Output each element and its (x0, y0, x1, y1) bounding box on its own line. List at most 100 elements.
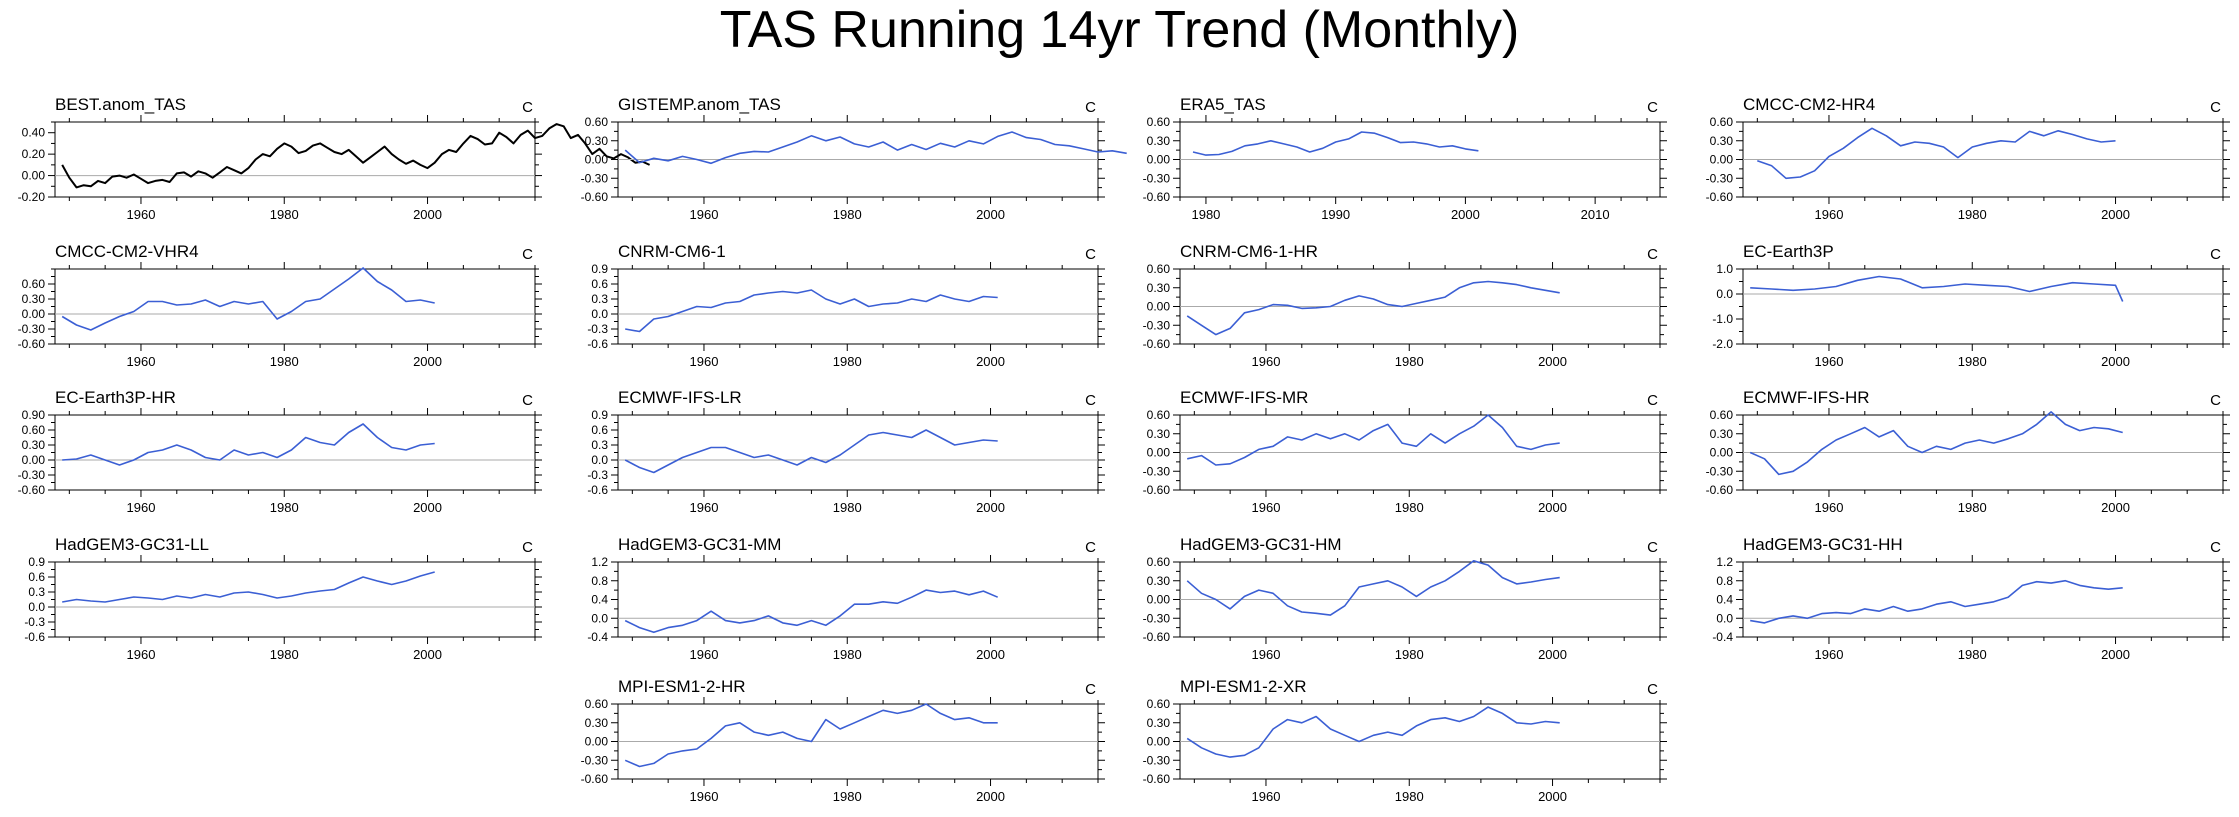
panel-title: MPI-ESM1-2-HR (618, 677, 746, 696)
y-tick-label: -0.30 (18, 322, 46, 336)
y-tick-label: -0.30 (1143, 611, 1171, 625)
panel-unit: C (1085, 681, 1096, 698)
axes-frame (54, 414, 536, 491)
panel-title: ERA5_TAS (1180, 95, 1266, 114)
x-tick-label: 1980 (270, 354, 299, 369)
panel-title: CMCC-CM2-VHR4 (55, 242, 199, 261)
x-tick-label: 1980 (833, 647, 862, 662)
y-tick-label: 0.60 (1147, 262, 1171, 276)
chart-panel-1: BEST.anom_TAS C -0.20 0.00 0.20 0.40 1960 1980 2… (18, 95, 651, 222)
x-tick-label: 1960 (1815, 500, 1844, 515)
series-line (1186, 559, 1560, 616)
chart-panel-5: CMCC-CM2-VHR4 C -0.60-0.300.000.300.60 1960… (18, 242, 542, 369)
y-tick-label: 0.00 (1710, 153, 1734, 167)
axes-frame (617, 561, 1099, 638)
y-tick-label: 0.00 (22, 307, 46, 321)
x-tick-label: 1980 (270, 207, 299, 222)
y-tick-label: -0.60 (18, 483, 46, 497)
y-tick-label: 0.0 (1716, 611, 1733, 625)
y-tick-label: 0.60 (585, 697, 609, 711)
y-tick-label: 0.9 (28, 555, 45, 569)
y-tick-label: 1.0 (1716, 262, 1733, 276)
x-tick-label: 1980 (1395, 789, 1424, 804)
y-tick-label: 0.60 (585, 115, 609, 129)
y-tick-label: -0.30 (581, 753, 609, 767)
panel-unit: C (522, 539, 533, 556)
x-tick-label: 1990 (1321, 207, 1350, 222)
y-tick-label: -0.30 (1143, 171, 1171, 185)
panel-unit: C (2210, 539, 2221, 556)
series-line (1750, 275, 2124, 302)
x-tick-label: 1960 (690, 207, 719, 222)
y-tick-label: 0.00 (1147, 593, 1171, 607)
y-tick-label: 0.6 (591, 277, 608, 291)
panel-title: EC-Earth3P (1743, 242, 1834, 261)
x-tick-label: 1980 (1958, 207, 1987, 222)
series-line (624, 429, 998, 474)
panel-title: CNRM-CM6-1-HR (1180, 242, 1318, 261)
panel-unit: C (2210, 246, 2221, 263)
axes-frame (1742, 561, 2224, 638)
x-tick-label: 1960 (1815, 647, 1844, 662)
y-tick-label: 0.30 (585, 134, 609, 148)
y-tick-label: -0.30 (1706, 171, 1734, 185)
y-tick-label: 0.00 (1147, 153, 1171, 167)
series-line (1186, 706, 1560, 758)
x-tick-label: 2000 (976, 500, 1005, 515)
panel-title: GISTEMP.anom_TAS (618, 95, 781, 114)
series-line (1757, 127, 2116, 180)
axes-frame (54, 561, 536, 638)
series-line (1749, 411, 2123, 476)
panel-unit: C (522, 392, 533, 409)
chart-panel-16: HadGEM3-GC31-HH C -0.4 0.0 0.4 0.8 1.2 1960 1980… (1712, 535, 2230, 662)
panel-unit: C (1085, 99, 1096, 116)
y-tick-label: 0.00 (1710, 446, 1734, 460)
x-tick-label: 1960 (690, 789, 719, 804)
x-tick-label: 1980 (833, 354, 862, 369)
y-tick-label: -0.3 (587, 468, 608, 482)
y-tick-label: -0.60 (1143, 190, 1171, 204)
panel-unit: C (1647, 539, 1658, 556)
y-tick-label: 0.30 (1147, 281, 1171, 295)
series-line (1186, 280, 1560, 336)
x-tick-label: 1960 (1252, 647, 1281, 662)
x-tick-label: 1980 (270, 647, 299, 662)
x-tick-label: 1960 (690, 500, 719, 515)
x-tick-label: 1980 (833, 207, 862, 222)
y-tick-label: 0.6 (591, 423, 608, 437)
y-tick-label: -0.3 (587, 322, 608, 336)
x-tick-label: 1980 (1958, 647, 1987, 662)
x-tick-label: 1960 (1252, 789, 1281, 804)
panel-title: EC-Earth3P-HR (55, 388, 176, 407)
axes-frame (54, 121, 536, 198)
chart-panel-7: CNRM-CM6-1-HR C -0.60 -0.30 0.00 0.30 0.60 1960… (1143, 242, 1667, 369)
panel-title: CNRM-CM6-1 (618, 242, 726, 261)
x-tick-label: 1980 (1958, 354, 1987, 369)
panel-title: HadGEM3-GC31-HM (1180, 535, 1342, 554)
y-tick-label: 0.0 (591, 453, 608, 467)
y-tick-label: -0.60 (581, 772, 609, 786)
x-tick-label: 1980 (270, 500, 299, 515)
panel-title: BEST.anom_TAS (55, 95, 186, 114)
x-tick-label: 1980 (833, 500, 862, 515)
y-tick-label: 0.4 (591, 593, 608, 607)
y-tick-label: -0.6 (24, 630, 45, 644)
y-tick-label: 0.60 (1147, 115, 1171, 129)
y-tick-label: 0.60 (1147, 555, 1171, 569)
y-tick-label: 0.9 (591, 262, 608, 276)
series-line (624, 589, 999, 634)
y-tick-label: 0.30 (1710, 134, 1734, 148)
y-tick-label: -0.30 (1143, 753, 1171, 767)
panel-unit: C (2210, 99, 2221, 116)
x-tick-label: 1960 (127, 500, 156, 515)
x-tick-label: 2010 (1581, 207, 1610, 222)
y-tick-label: 0.60 (22, 423, 46, 437)
x-tick-label: 2000 (976, 647, 1005, 662)
chart-panel-4: CMCC-CM2-HR4 C -0.60 -0.30 0.00 0.30 0.60 1960 1… (1706, 95, 2230, 222)
x-tick-label: 1960 (1252, 500, 1281, 515)
y-tick-label: 0.30 (1147, 134, 1171, 148)
page-title: TAS Running 14yr Trend (Monthly) (719, 1, 1520, 59)
y-tick-label: 0.8 (591, 574, 608, 588)
chart-panel-6: CNRM-CM6-1 C -0.6-0.30.00.30.60.9 1960 1980 2… (587, 242, 1105, 369)
panel-unit: C (1085, 392, 1096, 409)
